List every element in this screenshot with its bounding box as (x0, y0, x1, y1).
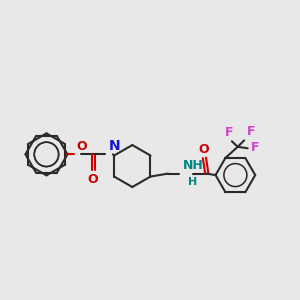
Text: N: N (109, 139, 121, 153)
Text: O: O (198, 143, 208, 156)
Text: NH: NH (183, 160, 204, 172)
Text: O: O (76, 140, 87, 153)
Text: F: F (225, 126, 234, 139)
Text: H: H (188, 177, 197, 187)
Text: F: F (250, 141, 259, 154)
Text: O: O (87, 173, 98, 186)
Text: F: F (247, 125, 255, 138)
